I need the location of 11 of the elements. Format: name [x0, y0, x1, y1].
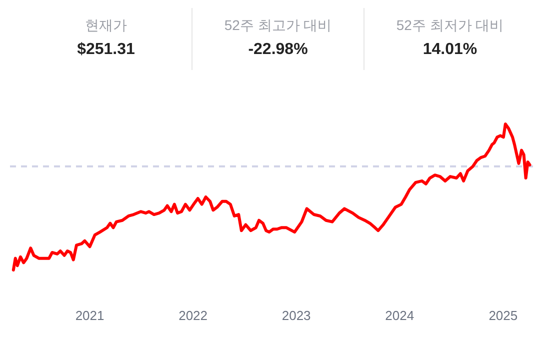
- card-value: $251.31: [77, 41, 135, 58]
- x-tick-label: 2023: [282, 308, 311, 323]
- card-value: 14.01%: [422, 41, 478, 58]
- card-label: 52주 최고가 대비: [224, 17, 332, 33]
- x-tick-label: 2022: [178, 308, 208, 323]
- card-label: 현재가: [85, 17, 127, 33]
- card-value: -22.98%: [248, 41, 308, 58]
- card-label: 52주 최저가 대비: [396, 17, 504, 33]
- x-tick-label: 2024: [385, 308, 414, 323]
- x-tick-label: 2021: [75, 308, 104, 323]
- x-tick-label: 2025: [488, 308, 518, 323]
